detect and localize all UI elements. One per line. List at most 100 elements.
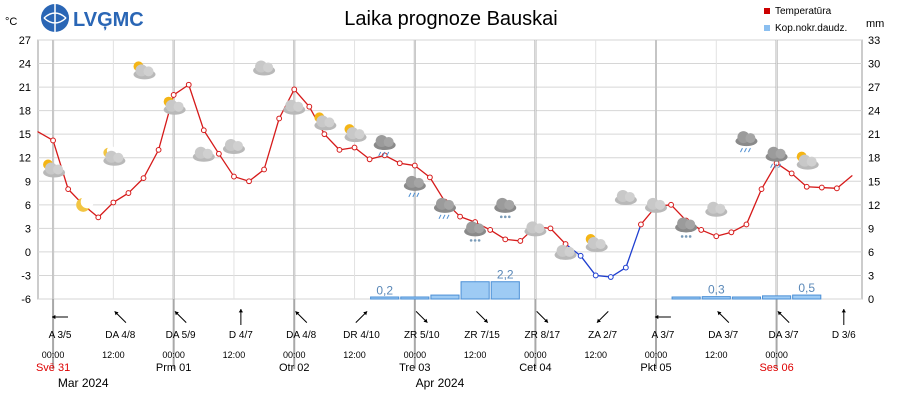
wind-arrow-head <box>114 311 119 316</box>
cloudy-icon <box>645 197 667 213</box>
temperature-point <box>833 185 840 192</box>
cloud-puff <box>232 140 243 151</box>
temperature-segment <box>489 229 506 241</box>
time-tick-label: 00:00 <box>162 350 185 360</box>
cloud-puff <box>745 133 756 144</box>
snow-icon <box>675 217 698 238</box>
precipitation-bar <box>671 296 701 300</box>
cloud-puff <box>564 246 575 257</box>
right-tick-label: 12 <box>868 200 880 212</box>
temperature-segment <box>112 192 130 204</box>
weather-icons <box>43 60 819 260</box>
temperature-point <box>547 225 554 232</box>
right-tick-label: 9 <box>868 223 874 235</box>
day-label: Prm 01 <box>156 362 191 374</box>
day-label: Cet 04 <box>519 362 551 374</box>
temperature-segment <box>203 129 220 155</box>
wind-arrow-icon <box>777 310 790 324</box>
wind-arrow-icon <box>52 314 68 320</box>
cloudy-icon <box>283 99 306 115</box>
temperature-point <box>50 137 56 144</box>
partly-cloudy-day-icon <box>163 96 186 115</box>
temperature-point <box>95 214 102 221</box>
wind-arrow-head <box>52 314 56 320</box>
partly-cloudy-day-icon <box>585 234 608 253</box>
left-tick-label: -3 <box>21 270 31 282</box>
legend-temperature-swatch <box>764 8 770 14</box>
partly-cloudy-day-icon <box>796 151 819 170</box>
wind-arrow-icon <box>476 310 489 324</box>
time-tick-label: 12:00 <box>343 350 366 360</box>
precipitation-bar <box>430 294 460 300</box>
time-tick-label: 12:00 <box>223 350 246 360</box>
rain-icon <box>433 197 456 220</box>
temperature-point <box>140 175 147 182</box>
day-label: Svē 31 <box>36 362 70 374</box>
temperature-point <box>170 92 177 98</box>
snow-flake <box>477 239 481 242</box>
time-tick-label: 00:00 <box>524 350 547 360</box>
moon-shadow <box>80 195 94 209</box>
temperature-point <box>818 184 825 191</box>
temperature-segment <box>173 84 190 96</box>
right-axis-unit: mm <box>866 18 884 30</box>
snow-flake <box>680 235 684 238</box>
logo-globe-lines <box>43 4 67 32</box>
temperature-point <box>622 264 629 271</box>
cloud-puff <box>324 117 335 128</box>
wind-arrow-head <box>238 309 244 313</box>
wind-arrow-head <box>363 311 368 316</box>
partly-cloudy-day-icon <box>314 112 337 131</box>
temperature-segment <box>127 177 145 194</box>
cloud-puff <box>655 199 665 210</box>
precipitation-value-label: 0,2 <box>376 283 393 297</box>
temperature-point <box>366 156 373 163</box>
wind-label: ZR 7/15 <box>464 330 500 341</box>
left-tick-label: 0 <box>25 247 31 259</box>
temperature-point <box>261 166 267 173</box>
wind-arrow-icon <box>355 310 368 324</box>
right-tick-label: 3 <box>868 270 874 282</box>
wind-arrow-head <box>717 311 722 316</box>
wind-label: D 3/6 <box>832 330 856 341</box>
temperature-segment <box>610 266 627 278</box>
rain-drop <box>408 192 412 198</box>
wind-arrow-head <box>544 318 548 323</box>
temperature-point <box>65 186 72 193</box>
temperature-point <box>788 170 795 177</box>
precipitation-bar <box>792 294 822 300</box>
rain-drop <box>378 151 382 157</box>
rain-drop <box>438 214 442 220</box>
temperature-point <box>200 127 207 134</box>
temperature-segment <box>429 176 446 203</box>
precipitation-bar <box>731 296 762 300</box>
time-tick-label: 12:00 <box>705 350 728 360</box>
right-tick-label: 6 <box>868 247 874 259</box>
temperature-point <box>336 146 343 153</box>
temperature-point <box>592 272 599 279</box>
cloud-puff <box>202 148 213 159</box>
rain-drop <box>778 163 782 169</box>
time-tick-label: 12:00 <box>102 350 125 360</box>
right-tick-label: 18 <box>868 153 880 165</box>
rain-drop <box>743 147 747 153</box>
cloud-puff <box>534 223 545 234</box>
snow-flake <box>507 215 511 219</box>
wind-arrow-icon <box>596 310 609 324</box>
left-tick-label: 18 <box>19 106 31 118</box>
cloud-puff <box>383 137 394 148</box>
temperature-point <box>125 190 132 196</box>
temperature-segment <box>760 162 778 190</box>
time-tick-label: 00:00 <box>645 350 668 360</box>
time-tick-label: 00:00 <box>283 350 306 360</box>
wind-arrow-icon <box>238 309 244 325</box>
plot-frame <box>37 39 863 300</box>
snow-flake <box>499 215 503 219</box>
cloudy-icon <box>614 189 637 205</box>
wind-label: DA 4/8 <box>105 330 135 341</box>
temperature-segment <box>836 175 853 189</box>
temperature-point <box>185 81 192 88</box>
left-tick-label: 27 <box>19 35 31 47</box>
temperature-segment <box>97 201 115 219</box>
